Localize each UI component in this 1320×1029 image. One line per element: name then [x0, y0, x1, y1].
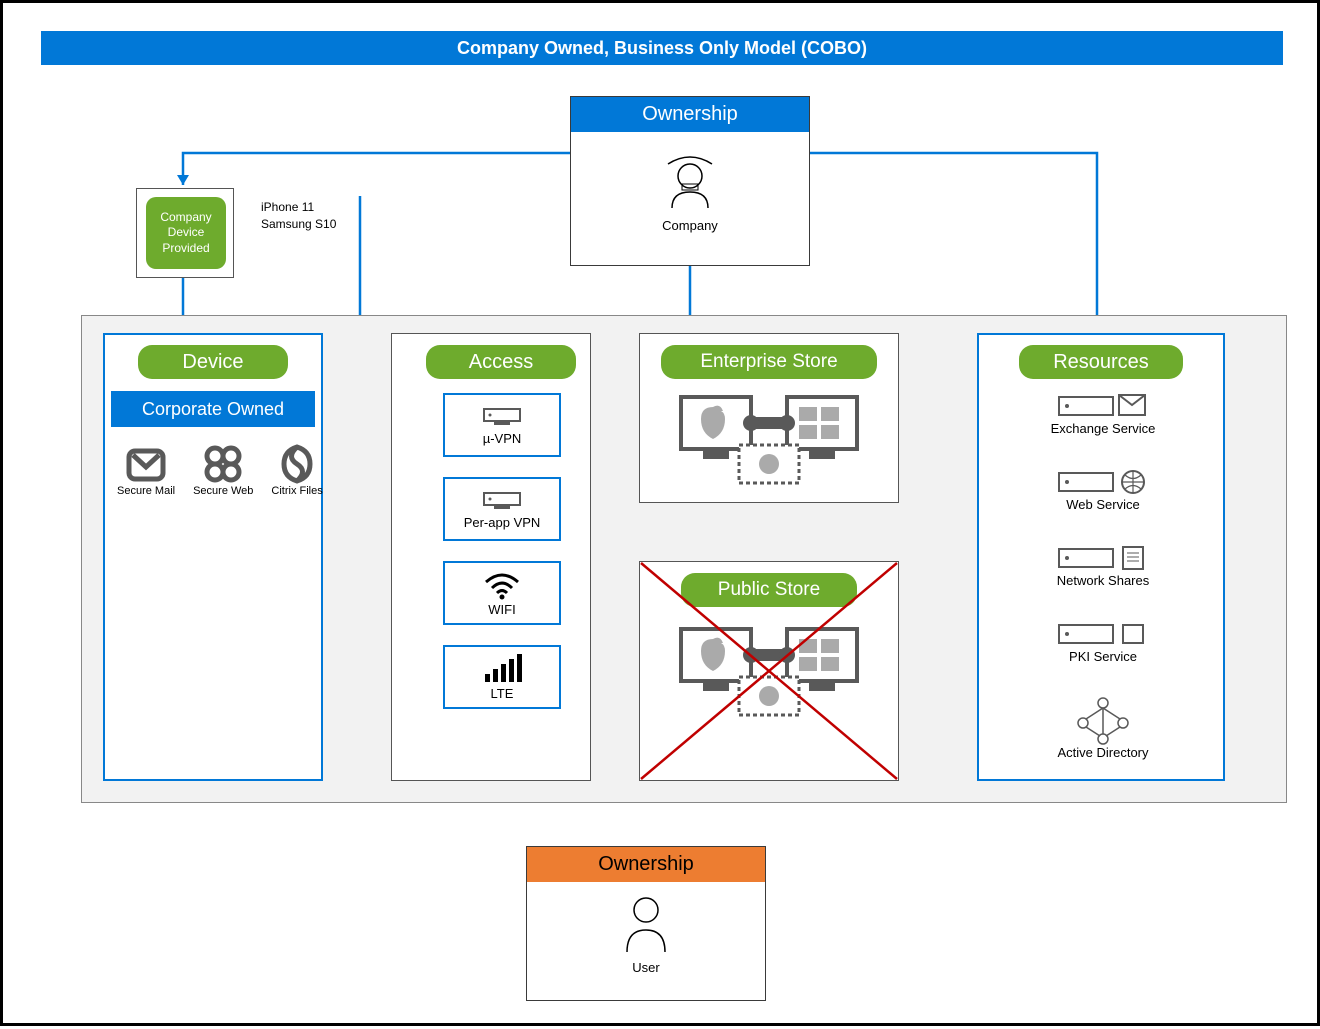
resource-exchange: Exchange Service: [1043, 391, 1163, 436]
device-icons-row: Secure Mail Secure Web Citrix Files: [117, 443, 323, 497]
resource-pki: PKI Service: [1043, 619, 1163, 664]
web-service-label: Web Service: [1066, 497, 1139, 512]
diagram-canvas: Company Owned, Business Only Model (COBO…: [0, 0, 1320, 1026]
lte-label: LTE: [491, 686, 514, 701]
ad-icon: [1073, 695, 1133, 745]
resource-web: Web Service: [1043, 467, 1163, 512]
resources-pill-text: Resources: [1053, 351, 1149, 374]
vpn-label: µ-VPN: [483, 431, 522, 446]
company-device-pill-text: Company Device Provided: [146, 210, 226, 257]
company-device-pill: Company Device Provided: [146, 197, 226, 269]
access-item-vpn: µ-VPN: [443, 393, 561, 457]
access-item-perapp: Per-app VPN: [443, 477, 561, 541]
citrix-files-label: Citrix Files: [271, 485, 322, 497]
access-item-wifi: WIFI: [443, 561, 561, 625]
ownership-top-label: Company: [662, 218, 718, 233]
user-icon: [619, 894, 673, 956]
corporate-owned-text: Corporate Owned: [142, 399, 284, 419]
secure-web-icon-col: Secure Web: [193, 443, 253, 497]
resources-pill: Resources: [1019, 345, 1183, 379]
device-example-1: iPhone 11: [261, 199, 336, 216]
network-shares-label: Network Shares: [1057, 573, 1149, 588]
access-pill-text: Access: [469, 351, 533, 374]
ownership-top-header: Ownership: [571, 97, 809, 132]
title-banner: Company Owned, Business Only Model (COBO…: [41, 31, 1283, 65]
citrix-files-icon-col: Citrix Files: [271, 443, 322, 497]
web-service-icon: [1057, 467, 1149, 497]
web-icon: [202, 443, 244, 485]
device-pill-text: Device: [182, 351, 243, 374]
enterprise-store-text: Enterprise Store: [700, 351, 837, 373]
mail-icon: [125, 443, 167, 485]
company-icon: [658, 146, 722, 214]
access-item-lte: LTE: [443, 645, 561, 709]
pki-icon: [1057, 619, 1149, 649]
perapp-label: Per-app VPN: [464, 515, 541, 530]
bars-icon: [482, 654, 522, 684]
resource-network: Network Shares: [1043, 543, 1163, 588]
corporate-owned-banner: Corporate Owned: [111, 391, 315, 427]
server-icon: [480, 405, 524, 429]
exchange-icon: [1057, 391, 1149, 421]
ownership-bottom-header: Ownership: [527, 847, 765, 882]
network-shares-icon: [1057, 543, 1149, 573]
secure-web-label: Secure Web: [193, 485, 253, 497]
device-pill: Device: [138, 345, 288, 379]
ownership-bottom-box: Ownership User: [526, 846, 766, 1001]
title-text: Company Owned, Business Only Model (COBO…: [457, 38, 867, 58]
resource-ad: Active Directory: [1043, 695, 1163, 760]
secure-mail-label: Secure Mail: [117, 485, 175, 497]
ownership-bottom-label: User: [632, 960, 659, 975]
public-store-cross: [639, 561, 899, 781]
device-example-2: Samsung S10: [261, 216, 336, 233]
company-device-box: Company Device Provided: [136, 188, 234, 278]
wifi-label: WIFI: [488, 602, 515, 617]
server-icon: [480, 489, 524, 513]
ad-label: Active Directory: [1057, 745, 1148, 760]
device-examples: iPhone 11 Samsung S10: [261, 199, 336, 233]
ownership-top-box: Ownership Company: [570, 96, 810, 266]
secure-mail-icon-col: Secure Mail: [117, 443, 175, 497]
wifi-icon: [482, 570, 522, 600]
exchange-label: Exchange Service: [1051, 421, 1156, 436]
pki-label: PKI Service: [1069, 649, 1137, 664]
access-pill: Access: [426, 345, 576, 379]
enterprise-store-pill: Enterprise Store: [661, 345, 877, 379]
files-icon: [276, 443, 318, 485]
enterprise-store-graphic: [673, 389, 865, 489]
